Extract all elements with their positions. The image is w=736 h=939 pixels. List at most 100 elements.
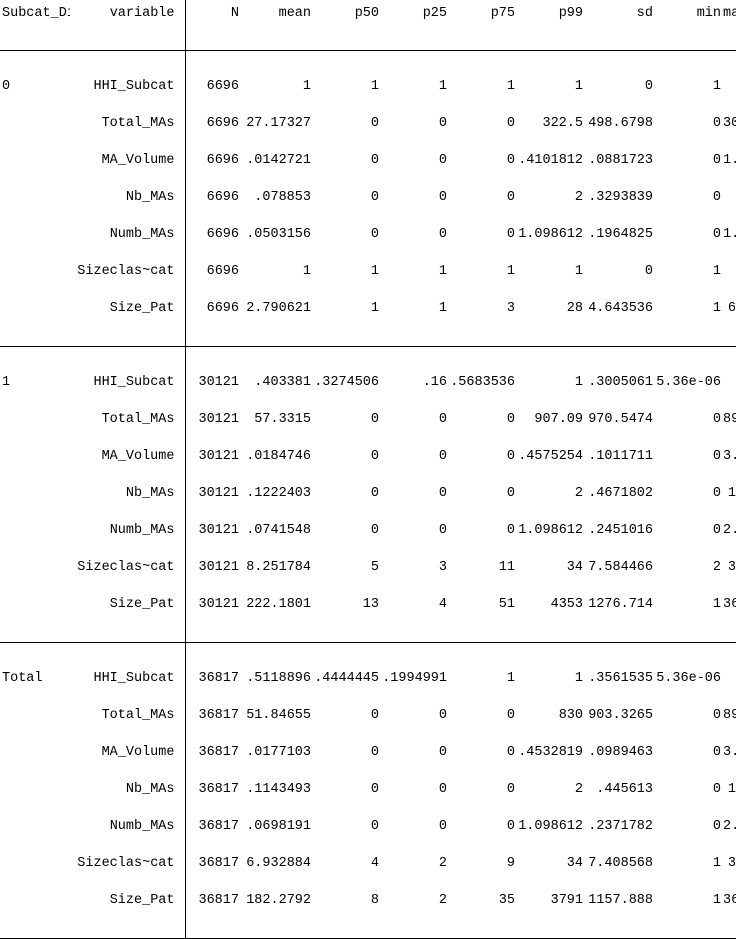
table-row: Total_MAs3681751.84655000830903.32650891… [0,697,736,734]
group-label-cell: 1 [0,346,70,401]
cell-p99: 2 [517,475,585,512]
group-label-cell [0,290,70,327]
cell-var: Numb_MAs [70,216,185,253]
cell-sd: .2371782 [585,808,655,845]
cell-sd: 4.643536 [585,290,655,327]
cell-max: 1 [723,475,736,512]
cell-var: Size_Pat [70,290,185,327]
cell-mean: .0184746 [241,438,313,475]
table-row: 0HHI_Subcat66961111101 [0,50,736,105]
cell-p50: 8 [313,882,381,919]
table-row: MA_Volume6696.0142721000.4101812.0881723… [0,142,736,179]
cell-mean: 27.17327 [241,105,313,142]
col-header-p50: p50 [313,0,381,50]
cell-sd: .3561535 [585,642,655,697]
cell-N: 6696 [185,105,241,142]
group-label-cell [0,438,70,475]
table-row: 1HHI_Subcat30121.403381.3274506.16.56835… [0,346,736,401]
cell-p99: 1 [517,346,585,401]
cell-var: MA_Volume [70,734,185,771]
table-row: Numb_MAs36817.06981910001.098612.2371782… [0,808,736,845]
cell-mean: .0503156 [241,216,313,253]
cell-p50: 13 [313,586,381,623]
cell-p25: 0 [381,697,449,734]
cell-p99: 322.5 [517,105,585,142]
cell-var: Total_MAs [70,105,185,142]
table-row: Nb_MAs6696.0788530002.32938390 [0,179,736,216]
group-gap [0,327,736,345]
cell-min: 0 [655,475,723,512]
group-label-cell [0,142,70,179]
cell-sd: .1964825 [585,216,655,253]
group-label-cell [0,697,70,734]
table-row: Numb_MAs30121.07415480001.098612.2451016… [0,512,736,549]
table-row: Sizeclas~cat66961111101 [0,253,736,290]
cell-mean: .0698191 [241,808,313,845]
cell-p99: 34 [517,549,585,586]
cell-p99: .4575254 [517,438,585,475]
cell-p50: .3274506 [313,346,381,401]
cell-var: Size_Pat [70,586,185,623]
cell-p50: 0 [313,697,381,734]
cell-p75: 0 [449,697,517,734]
cell-p50: 0 [313,179,381,216]
group-divider [0,937,736,938]
cell-p75: 9 [449,845,517,882]
cell-p50: 0 [313,475,381,512]
cell-max [723,179,736,216]
cell-p25: 0 [381,438,449,475]
cell-p25: 1 [381,290,449,327]
group-label-cell [0,586,70,623]
cell-N: 6696 [185,50,241,105]
cell-N: 36817 [185,697,241,734]
cell-N: 30121 [185,586,241,623]
cell-p25: 0 [381,142,449,179]
cell-mean: 182.2792 [241,882,313,919]
cell-p99: 1 [517,253,585,290]
cell-N: 6696 [185,142,241,179]
cell-p99: 907.09 [517,401,585,438]
cell-mean: 8.251784 [241,549,313,586]
cell-sd: 903.3265 [585,697,655,734]
cell-N: 36817 [185,642,241,697]
cell-N: 36817 [185,882,241,919]
cell-p50: 1 [313,253,381,290]
cell-max: 3 [723,549,736,586]
cell-p99: 3791 [517,882,585,919]
cell-p75: 51 [449,586,517,623]
cell-mean: 6.932884 [241,845,313,882]
cell-max: 89167.7 [723,697,736,734]
cell-p75: 11 [449,549,517,586]
cell-min: 0 [655,438,723,475]
cell-p99: 2 [517,179,585,216]
cell-sd: 7.584466 [585,549,655,586]
cell-sd: 0 [585,50,655,105]
cell-p25: 0 [381,179,449,216]
cell-mean: 57.3315 [241,401,313,438]
cell-max: 3 [723,845,736,882]
cell-min: 0 [655,697,723,734]
group-label-cell [0,179,70,216]
cell-p25: .16 [381,346,449,401]
cell-max: 1.79175 [723,216,736,253]
cell-max: 2.94443 [723,808,736,845]
cell-max [723,50,736,105]
cell-var: MA_Volume [70,142,185,179]
cell-var: Total_MAs [70,401,185,438]
cell-min: 5.36e-06 [655,642,723,697]
cell-sd: 970.5474 [585,401,655,438]
cell-min: 0 [655,808,723,845]
cell-N: 36817 [185,771,241,808]
cell-var: Numb_MAs [70,808,185,845]
cell-var: Numb_MAs [70,512,185,549]
cell-sd: .4671802 [585,475,655,512]
cell-min: 0 [655,216,723,253]
cell-var: Size_Pat [70,882,185,919]
cell-p75: 0 [449,142,517,179]
col-header-p75: p75 [449,0,517,50]
cell-p99: 1.098612 [517,512,585,549]
cell-min: 2 [655,549,723,586]
cell-var: Nb_MAs [70,179,185,216]
cell-min: 1 [655,586,723,623]
cell-min: 0 [655,105,723,142]
